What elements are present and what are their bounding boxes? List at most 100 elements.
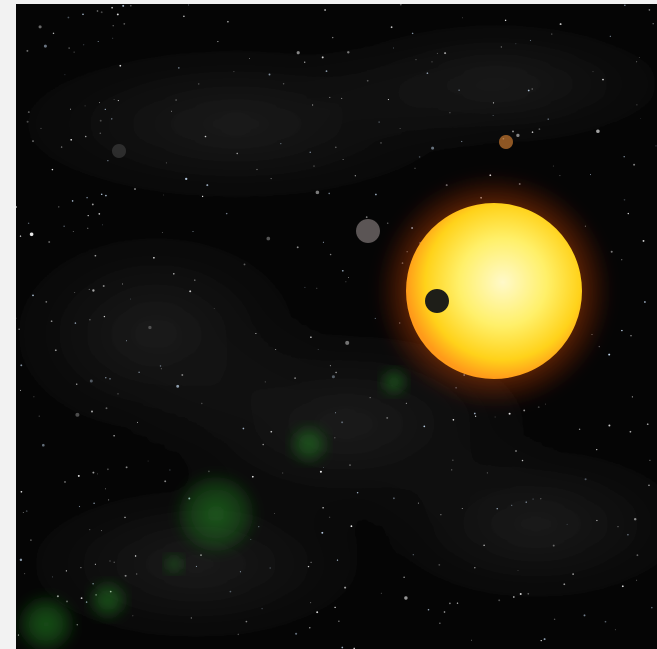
star-dot	[621, 259, 622, 260]
star-dot	[349, 464, 351, 466]
star-dot	[23, 512, 24, 513]
star-dot	[101, 194, 102, 195]
star-dot	[75, 322, 76, 323]
star-dot	[640, 118, 641, 119]
star-dot	[518, 570, 519, 571]
star-dot	[624, 5, 625, 6]
star-dot	[393, 497, 395, 499]
star-dot	[61, 146, 62, 147]
star-dot	[367, 80, 369, 82]
star-dot	[393, 47, 394, 48]
star-dot	[423, 426, 425, 428]
star-dot	[528, 90, 530, 92]
star-dot	[449, 603, 451, 605]
star-dot	[28, 111, 30, 113]
star-dot	[171, 111, 172, 112]
star-dot	[328, 193, 330, 195]
star-dot	[112, 38, 113, 39]
star-dot	[337, 559, 338, 560]
star-dot	[538, 406, 540, 408]
star-dot	[105, 488, 106, 489]
star-dot	[117, 393, 118, 394]
star-dot	[386, 417, 388, 419]
star-dot	[440, 514, 441, 515]
star-dot	[137, 422, 138, 423]
star-dot	[105, 109, 106, 110]
star-dot	[357, 492, 358, 493]
star-dot	[551, 34, 552, 35]
star-dot	[505, 20, 506, 21]
star-dot	[615, 629, 616, 630]
star-dot	[295, 633, 297, 635]
star-dot	[483, 545, 484, 546]
star-dot	[26, 50, 28, 52]
star-dot	[523, 409, 525, 411]
star-dot	[294, 377, 296, 379]
star-dot	[516, 134, 519, 137]
star-dot	[388, 99, 389, 100]
star-dot	[51, 320, 53, 322]
star-dot	[85, 136, 87, 138]
star-dot	[605, 621, 607, 623]
star-dot	[125, 575, 127, 577]
star-dot	[563, 583, 565, 585]
star-dot	[32, 140, 34, 142]
star-dot	[41, 128, 42, 129]
star-dot	[88, 215, 89, 216]
star-dot	[64, 74, 65, 75]
star-dot	[493, 115, 494, 116]
star-dot	[540, 498, 541, 499]
star-dot	[648, 484, 650, 486]
star-dot	[208, 471, 210, 473]
star-dot	[608, 354, 610, 356]
star-dot	[611, 251, 613, 253]
star-dot	[89, 319, 90, 320]
star-dot	[109, 560, 110, 561]
star-dot	[532, 498, 533, 499]
star-dot	[617, 526, 618, 527]
star-dot	[86, 601, 87, 602]
star-dot	[636, 61, 637, 62]
star-dot	[161, 368, 162, 369]
star-dot	[39, 416, 40, 417]
star-dot	[334, 437, 335, 438]
star-dot	[74, 292, 75, 293]
star-dot	[495, 417, 496, 418]
star-dot	[579, 429, 580, 430]
star-dot	[634, 518, 636, 520]
star-dot	[39, 25, 42, 28]
star-dot	[198, 83, 200, 85]
star-dot	[584, 614, 586, 616]
star-dot	[33, 396, 34, 397]
star-dot	[193, 231, 194, 232]
star-dot	[310, 336, 312, 338]
star-dot	[243, 428, 245, 430]
star-dot	[318, 349, 319, 350]
star-dot	[85, 105, 86, 106]
star-dot	[53, 33, 54, 34]
star-dot	[527, 593, 529, 595]
star-dot	[107, 160, 108, 161]
star-dot	[122, 284, 123, 285]
star-dot	[554, 619, 555, 620]
star-dot	[332, 375, 335, 378]
star-dot	[544, 638, 546, 640]
star-dot	[651, 607, 653, 609]
star-dot	[559, 175, 560, 176]
star-dot	[592, 71, 593, 72]
star-dot	[89, 529, 90, 530]
star-dot	[532, 88, 533, 89]
star-dot	[391, 26, 393, 28]
star-dot	[81, 597, 83, 599]
star-dot	[227, 21, 229, 23]
star-dot	[501, 46, 502, 47]
star-dot	[95, 255, 97, 257]
star-dot	[451, 469, 452, 470]
star-dot	[106, 407, 108, 409]
star-dot	[320, 471, 322, 473]
star-dot	[513, 596, 515, 598]
star-dot	[72, 200, 74, 202]
star-dot	[404, 596, 407, 599]
star-dot	[69, 48, 70, 49]
star-dot	[304, 287, 305, 288]
